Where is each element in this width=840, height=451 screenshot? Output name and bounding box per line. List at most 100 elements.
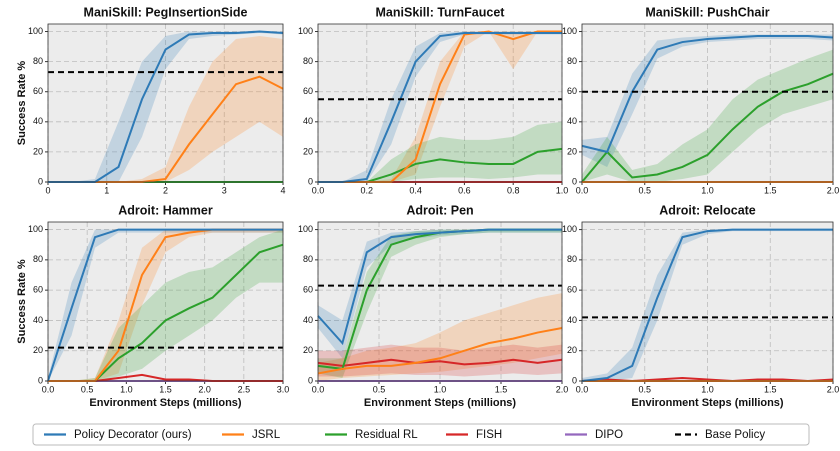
chart-title: ManiSkill: PushChair xyxy=(645,5,769,19)
confidence-band xyxy=(582,229,833,381)
y-tick-label: 100 xyxy=(28,224,43,234)
y-tick-label: 60 xyxy=(567,285,577,295)
y-tick-label: 80 xyxy=(303,254,313,264)
x-tick-label: 0.0 xyxy=(42,384,55,394)
y-tick-label: 80 xyxy=(33,254,43,264)
x-tick-label: 2.0 xyxy=(827,384,840,394)
x-tick-label: 0.5 xyxy=(638,185,651,195)
confidence-band xyxy=(318,121,562,182)
y-tick-label: 60 xyxy=(33,86,43,96)
x-tick-label: 3 xyxy=(222,185,227,195)
plot-frame xyxy=(581,221,834,382)
series-line xyxy=(581,72,834,183)
y-tick-label: 100 xyxy=(298,224,313,234)
x-tick-label: 2.0 xyxy=(827,185,840,195)
y-tick-label: 20 xyxy=(303,345,313,355)
legend-label: Base Policy xyxy=(705,429,765,441)
chart-title: Adroit: Pen xyxy=(406,203,473,217)
x-tick-label: 1.5 xyxy=(764,185,777,195)
series-line xyxy=(317,327,563,375)
plot-frame xyxy=(47,221,284,382)
x-tick-label: 1.0 xyxy=(701,384,714,394)
x-tick-label: 2.0 xyxy=(198,384,211,394)
x-axis-label: Environment Steps (millions) xyxy=(89,397,242,409)
y-tick-label: 20 xyxy=(303,146,313,156)
plot-frame xyxy=(47,23,284,183)
x-tick-label: 1.0 xyxy=(120,384,133,394)
confidence-band xyxy=(318,31,562,183)
legend-label: FISH xyxy=(476,429,502,441)
x-tick-label: 0.2 xyxy=(361,185,374,195)
confidence-band xyxy=(48,31,283,183)
series-line xyxy=(47,228,283,382)
confidence-band xyxy=(318,293,562,381)
plot-frame xyxy=(317,23,563,183)
y-tick-label: 80 xyxy=(33,56,43,66)
chart-title: ManiSkill: PegInsertionSide xyxy=(84,5,248,19)
confidence-band xyxy=(48,229,283,381)
y-axis-label: Success Rate % xyxy=(16,259,28,344)
x-tick-label: 0.0 xyxy=(312,185,325,195)
x-tick-label: 0.6 xyxy=(458,185,471,195)
y-tick-label: 60 xyxy=(303,285,313,295)
legend-label: JSRL xyxy=(252,429,281,441)
legend-label: Policy Decorator (ours) xyxy=(74,429,192,441)
chart-title: ManiSkill: TurnFaucet xyxy=(376,5,506,19)
x-tick-label: 0.5 xyxy=(373,384,386,394)
x-tick-label: 2.5 xyxy=(238,384,251,394)
y-tick-label: 0 xyxy=(308,176,313,186)
x-tick-label: 1 xyxy=(104,185,109,195)
y-tick-label: 100 xyxy=(562,26,577,36)
y-tick-label: 80 xyxy=(303,56,313,66)
confidence-band xyxy=(318,31,562,183)
y-tick-label: 60 xyxy=(33,285,43,295)
x-tick-label: 1.5 xyxy=(159,384,172,394)
confidence-band xyxy=(48,36,283,183)
y-tick-label: 100 xyxy=(562,224,577,234)
x-tick-label: 3.0 xyxy=(277,384,290,394)
y-tick-label: 0 xyxy=(38,375,43,385)
x-axis-label: Environment Steps (millions) xyxy=(364,397,517,409)
y-tick-label: 40 xyxy=(33,116,43,126)
y-tick-label: 80 xyxy=(567,56,577,66)
plot-background xyxy=(318,24,562,182)
y-tick-label: 0 xyxy=(572,176,577,186)
legend-label: Residual RL xyxy=(355,429,418,441)
x-tick-label: 1.5 xyxy=(764,384,777,394)
y-tick-label: 20 xyxy=(33,146,43,156)
y-tick-label: 40 xyxy=(567,315,577,325)
x-tick-label: 2 xyxy=(163,185,168,195)
y-tick-label: 40 xyxy=(33,315,43,325)
x-tick-label: 4 xyxy=(280,185,285,195)
y-tick-label: 20 xyxy=(567,345,577,355)
series-line xyxy=(581,228,833,382)
chart-title: Adroit: Hammer xyxy=(118,203,213,217)
y-tick-label: 0 xyxy=(572,375,577,385)
y-tick-label: 20 xyxy=(567,146,577,156)
y-tick-label: 0 xyxy=(308,375,313,385)
legend-label: DIPO xyxy=(595,429,623,441)
x-tick-label: 0.0 xyxy=(576,384,589,394)
x-tick-label: 0.5 xyxy=(81,384,94,394)
series-line xyxy=(581,35,834,154)
x-tick-label: 1.5 xyxy=(495,384,508,394)
x-axis-label: Environment Steps (millions) xyxy=(631,397,784,409)
x-tick-label: 1.0 xyxy=(556,185,569,195)
y-tick-label: 40 xyxy=(303,315,313,325)
y-tick-label: 100 xyxy=(298,26,313,36)
x-tick-label: 1.0 xyxy=(434,384,447,394)
legend-frame xyxy=(32,423,810,446)
series-line xyxy=(317,358,563,367)
y-tick-label: 0 xyxy=(38,176,43,186)
x-tick-label: 0.4 xyxy=(409,185,422,195)
series-line xyxy=(317,228,562,346)
y-tick-label: 60 xyxy=(567,86,577,96)
y-tick-label: 100 xyxy=(28,26,43,36)
x-tick-label: 2.0 xyxy=(556,384,569,394)
y-tick-label: 20 xyxy=(33,345,43,355)
chart-title: Adroit: Relocate xyxy=(659,203,756,217)
plot-frame xyxy=(581,23,834,183)
confidence-band xyxy=(582,34,833,167)
x-tick-label: 0.0 xyxy=(312,384,325,394)
